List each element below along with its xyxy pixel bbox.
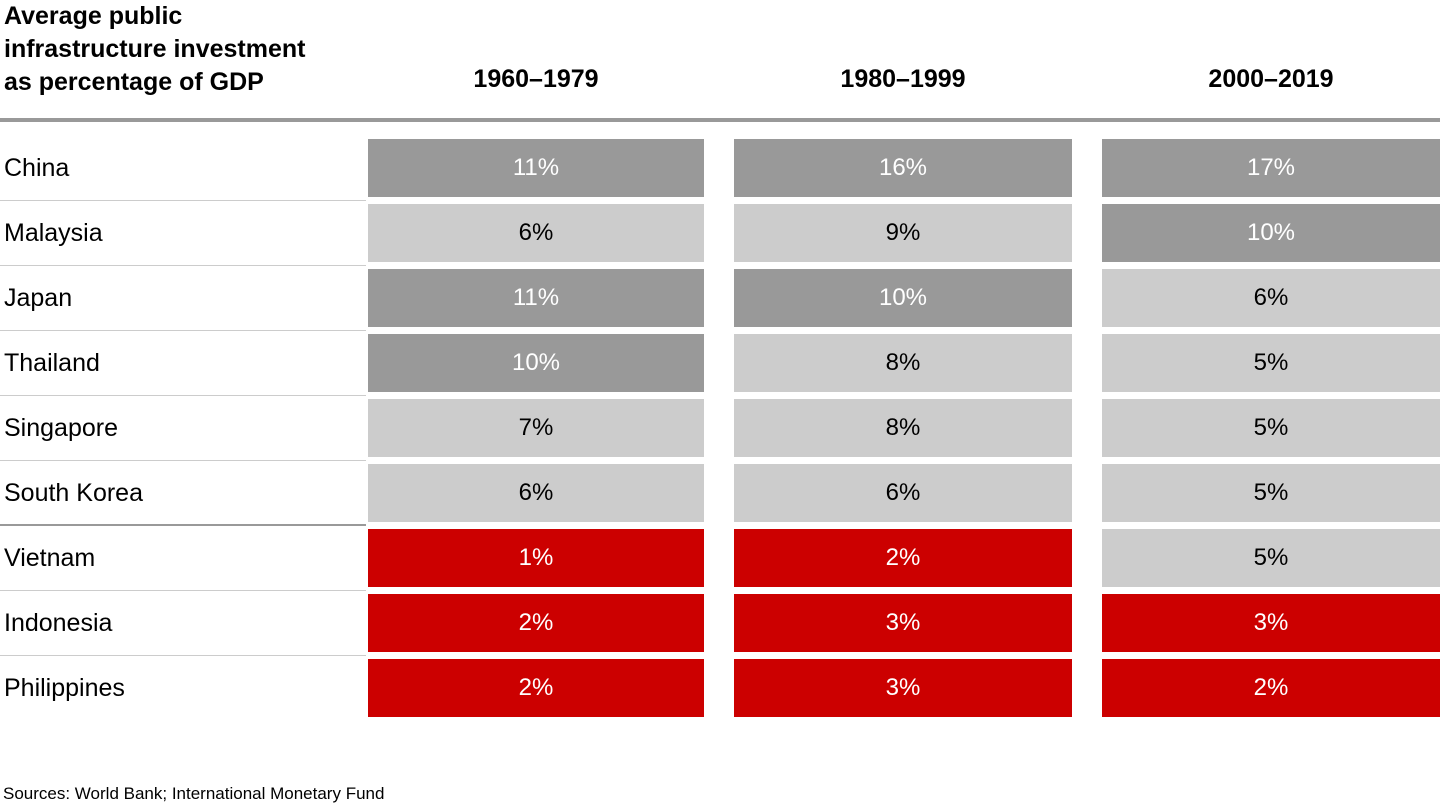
value-cell: 16%: [734, 139, 1072, 197]
table-body: China 11% 16% 17% Malaysia 6% 9% 10% Japan 11% 10%…: [0, 139, 1440, 724]
value-cell: 10%: [734, 269, 1072, 327]
source-note: Sources: World Bank; International Monet…: [3, 784, 385, 803]
column-header-1960-1979: 1960–1979: [473, 65, 599, 93]
value-cell: 5%: [1102, 529, 1440, 587]
value-cell: 3%: [734, 659, 1072, 717]
row-label-vietnam: Vietnam: [4, 544, 96, 572]
value-cell: 2%: [368, 594, 704, 652]
value-cell: 8%: [734, 399, 1072, 457]
value-cell: 10%: [1102, 204, 1440, 262]
column-header-2000-2019: 2000–2019: [1208, 65, 1334, 93]
value-cell: 6%: [368, 204, 704, 262]
value-cell: 17%: [1102, 139, 1440, 197]
value-cell: 5%: [1102, 464, 1440, 522]
header-divider: [0, 118, 1440, 122]
value-cell: 6%: [1102, 269, 1440, 327]
row-label-singapore: Singapore: [4, 414, 118, 442]
table-row: Philippines 2% 3% 2%: [0, 659, 1440, 724]
table-row: Indonesia 2% 3% 3%: [0, 594, 1440, 659]
row-label-indonesia: Indonesia: [4, 609, 113, 637]
value-cell: 11%: [368, 139, 704, 197]
value-cell: 9%: [734, 204, 1072, 262]
table-row: Japan 11% 10% 6%: [0, 269, 1440, 334]
table-row: South Korea 6% 6% 5%: [0, 464, 1440, 529]
value-cell: 2%: [368, 659, 704, 717]
row-label-china: China: [4, 154, 70, 182]
value-cell: 5%: [1102, 399, 1440, 457]
value-cell: 1%: [368, 529, 704, 587]
chart-title: Average public infrastructure investment…: [4, 2, 306, 96]
row-label-thailand: Thailand: [4, 349, 100, 377]
row-label-south-korea: South Korea: [4, 479, 143, 507]
value-cell: 8%: [734, 334, 1072, 392]
value-cell: 2%: [1102, 659, 1440, 717]
value-cell: 3%: [1102, 594, 1440, 652]
row-label-philippines: Philippines: [4, 674, 125, 702]
row-label-japan: Japan: [4, 284, 73, 312]
value-cell: 10%: [368, 334, 704, 392]
table-row: Thailand 10% 8% 5%: [0, 334, 1440, 399]
table-row: Malaysia 6% 9% 10%: [0, 204, 1440, 269]
value-cell: 6%: [734, 464, 1072, 522]
table-row: Singapore 7% 8% 5%: [0, 399, 1440, 464]
value-cell: 3%: [734, 594, 1072, 652]
value-cell: 2%: [734, 529, 1072, 587]
value-cell: 7%: [368, 399, 704, 457]
column-header-1980-1999: 1980–1999: [840, 65, 966, 93]
value-cell: 6%: [368, 464, 704, 522]
value-cell: 11%: [368, 269, 704, 327]
table-row: Vietnam 1% 2% 5%: [0, 529, 1440, 594]
value-cell: 5%: [1102, 334, 1440, 392]
row-label-malaysia: Malaysia: [4, 219, 103, 247]
table-row: China 11% 16% 17%: [0, 139, 1440, 204]
